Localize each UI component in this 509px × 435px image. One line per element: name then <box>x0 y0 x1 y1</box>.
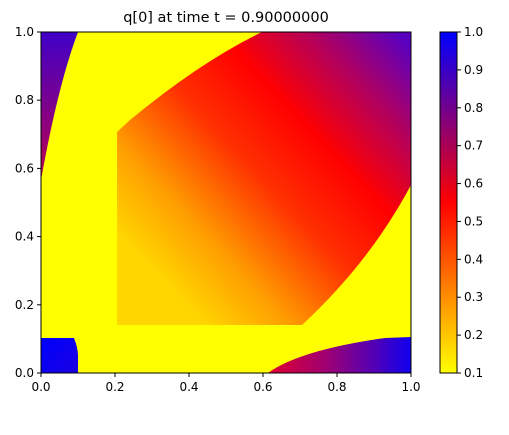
x-tick-label: 0.4 <box>179 380 198 394</box>
colorbar-axis: 0.1 0.2 0.3 0.4 0.5 0.6 0.7 0.8 0.9 1.0 <box>457 25 483 380</box>
x-tick-label: 0.2 <box>105 380 124 394</box>
colorbar-tick-label: 0.3 <box>464 290 483 304</box>
x-tick-label: 0.0 <box>31 380 50 394</box>
plot-frame <box>40 31 412 374</box>
x-tick-label: 0.6 <box>253 380 272 394</box>
x-axis: 0.0 0.2 0.4 0.6 0.8 1.0 <box>31 373 421 394</box>
y-tick-label: 0.0 <box>15 366 34 380</box>
y-tick-label: 1.0 <box>15 25 34 39</box>
bottom-right-corner-region <box>268 337 411 373</box>
top-left-corner-region <box>41 32 78 180</box>
central-wedge-region <box>117 32 411 325</box>
heatmap-field <box>41 32 411 373</box>
colorbar-tick-label: 0.7 <box>464 139 483 153</box>
colorbar-tick-label: 1.0 <box>464 25 483 39</box>
colorbar-tick-label: 0.1 <box>464 366 483 380</box>
chart-title: q[0] at time t = 0.90000000 <box>123 10 329 26</box>
y-tick-label: 0.4 <box>15 230 34 244</box>
y-tick-label: 0.8 <box>15 93 34 107</box>
colorbar-tick-label: 0.2 <box>464 328 483 342</box>
y-tick-label: 0.6 <box>15 161 34 175</box>
x-tick-label: 1.0 <box>401 380 420 394</box>
x-tick-label: 0.8 <box>327 380 346 394</box>
colorbar-tick-label: 0.8 <box>464 101 483 115</box>
colorbar-tick-label: 0.6 <box>464 177 483 191</box>
colorbar <box>439 31 458 374</box>
y-axis: 0.0 0.2 0.4 0.6 0.8 1.0 <box>15 25 41 380</box>
bottom-left-corner-region <box>41 338 78 373</box>
colorbar-tick-label: 0.4 <box>464 252 483 266</box>
y-tick-label: 0.2 <box>15 298 34 312</box>
colorbar-tick-label: 0.9 <box>464 63 483 77</box>
colorbar-tick-label: 0.5 <box>464 214 483 228</box>
